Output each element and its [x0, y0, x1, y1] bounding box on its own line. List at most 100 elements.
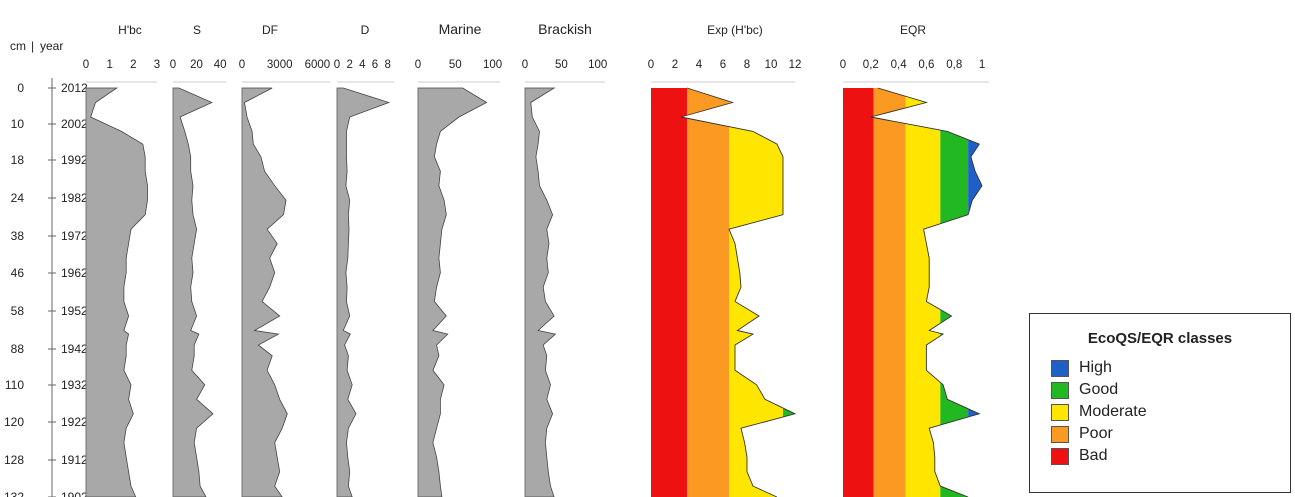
area-series [336, 87, 391, 497]
area-series [524, 87, 557, 497]
depth-tick-cm: 24 [11, 191, 25, 205]
panel-1: S 0 20 40 [170, 23, 227, 497]
legend-item: High [1051, 357, 1290, 379]
legend-label: Good [1079, 381, 1119, 398]
depth-tick-year: 1962 [61, 266, 88, 280]
legend-label: Moderate [1079, 403, 1147, 420]
legend-label: Poor [1079, 425, 1113, 442]
depth-tick-cm: 120 [4, 415, 24, 429]
panel-title: EQR [900, 23, 926, 37]
legend-swatch [1051, 403, 1069, 421]
area-series [241, 87, 288, 497]
profile-line [870, 87, 983, 497]
x-tick-label: 4 [359, 59, 366, 71]
depth-tick-cm: 10 [11, 117, 25, 131]
x-tick-label: 0,6 [918, 59, 934, 71]
depth-axis-separator: | [31, 39, 34, 53]
x-tick-label: 1 [106, 59, 112, 71]
x-tick-label: 1 [979, 59, 985, 71]
depth-tick-year: 1912 [61, 453, 88, 467]
area-series [172, 87, 214, 497]
depth-tick-cm: 58 [11, 304, 25, 318]
class-band-good [783, 88, 795, 497]
depth-axis-label-year: year [40, 39, 63, 53]
x-tick-label: 6000 [305, 59, 331, 71]
x-tick-label: 0 [415, 59, 421, 71]
depth-tick-cm: 88 [11, 342, 25, 356]
class-band-bad [651, 88, 687, 497]
panel-title: Marine [439, 21, 482, 37]
panel-title: Brackish [538, 21, 592, 37]
depth-tick-year: 1922 [61, 415, 88, 429]
panel-title: DF [262, 23, 278, 37]
x-tick-label: 3 [154, 59, 160, 71]
depth-tick-cm: 110 [5, 378, 24, 392]
depth-tick-year: 2002 [61, 117, 88, 131]
panel-title: D [361, 23, 370, 37]
depth-tick-year: 1952 [61, 304, 88, 318]
panel-title: H'bc [118, 23, 142, 37]
depth-tick-cm: 46 [11, 266, 25, 280]
legend-items: High Good Moderate Poor Bad [1030, 357, 1290, 467]
area-series [85, 87, 148, 497]
depth-tick-year: 1942 [61, 342, 88, 356]
legend-label: High [1079, 359, 1112, 376]
x-tick-label: 0 [522, 59, 528, 71]
x-tick-label: 0 [239, 59, 245, 71]
panel-title: Exp (H'bc) [707, 23, 763, 37]
x-tick-label: 8 [384, 59, 390, 71]
area-series [417, 87, 488, 497]
depth-axis-label-cm: cm [10, 39, 26, 53]
depth-axis: cm | year 0 2012 10 2002 18 1992 24 1982 38 1972 4… [4, 39, 88, 497]
class-band-poor [687, 88, 729, 497]
legend-swatch [1051, 359, 1069, 377]
x-tick-label: 10 [765, 59, 778, 71]
depth-tick-year: 1932 [61, 378, 88, 392]
x-tick-label: 100 [588, 59, 607, 71]
class-band-moderate [729, 88, 783, 497]
class-band-high [795, 88, 801, 497]
x-tick-label: 8 [744, 59, 750, 71]
class-band-good [940, 88, 969, 497]
x-tick-label: 12 [789, 59, 802, 71]
x-tick-label: 0,2 [863, 59, 879, 71]
x-tick-label: 0 [83, 59, 89, 71]
panel-2: DF 0 3000 6000 [239, 23, 330, 497]
x-tick-label: 100 [483, 59, 502, 71]
panel-6: Exp (H'bc) 0 2 4 6 8 10 12 [648, 23, 802, 497]
legend-label: Bad [1079, 447, 1108, 464]
profile-line [680, 87, 797, 497]
x-tick-label: 0 [170, 59, 176, 71]
legend-item: Poor [1051, 423, 1290, 445]
x-tick-label: 2 [346, 59, 352, 71]
class-band-moderate [905, 88, 941, 497]
depth-tick-year: 1992 [61, 153, 88, 167]
depth-tick-year: 1982 [61, 191, 88, 205]
depth-tick-cm: 38 [11, 229, 25, 243]
depth-tick-cm: 132 [4, 490, 24, 497]
x-tick-label: 50 [555, 59, 568, 71]
depth-tick-cm: 128 [4, 453, 24, 467]
class-band-high [968, 88, 982, 497]
x-tick-label: 0 [334, 59, 340, 71]
depth-tick-year: 1972 [61, 229, 88, 243]
panel-0: H'bc 0 1 2 3 [83, 23, 160, 497]
depth-tick-cm: 18 [11, 153, 25, 167]
legend-swatch [1051, 425, 1069, 443]
legend-item: Good [1051, 379, 1290, 401]
panel-3: D 0 2 4 6 8 [334, 23, 394, 497]
x-tick-label: 0,4 [891, 59, 908, 71]
x-tick-label: 0 [840, 59, 846, 71]
x-tick-label: 50 [449, 59, 462, 71]
x-tick-label: 20 [190, 59, 203, 71]
class-band-bad [843, 88, 874, 497]
legend-item: Bad [1051, 445, 1290, 467]
class-bands [843, 88, 982, 497]
class-band-poor [873, 88, 906, 497]
panel-title: S [193, 23, 201, 37]
x-tick-label: 0 [648, 59, 654, 71]
legend: EcoQS/EQR classes High Good Moderate Poor Ba… [1029, 313, 1291, 493]
x-tick-label: 2 [130, 59, 136, 71]
